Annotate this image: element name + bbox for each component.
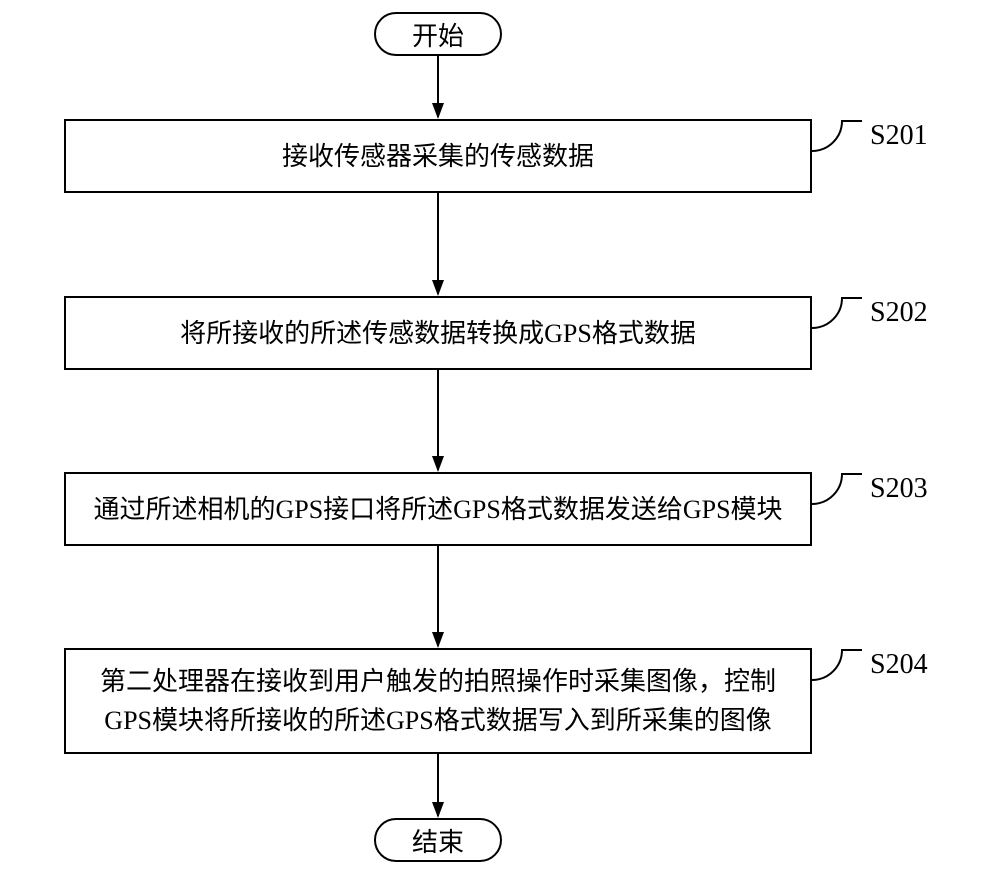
leader-s202 <box>812 298 862 328</box>
leader-s203 <box>812 474 862 504</box>
leader-s201 <box>812 121 862 151</box>
leader-s204 <box>812 650 862 680</box>
flow-arrows <box>0 0 1000 892</box>
